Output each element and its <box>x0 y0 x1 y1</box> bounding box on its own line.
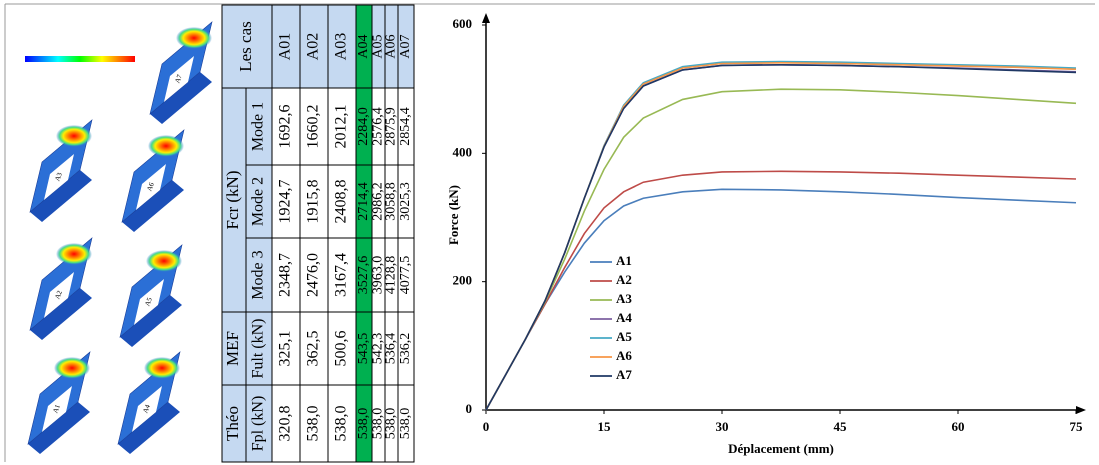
table-text: 3527,6 <box>356 256 371 295</box>
x-tick-label: 45 <box>834 419 848 434</box>
y-tick-label: 600 <box>453 16 473 31</box>
figure: A7 A3 A6 A2 A5 A1 A4 Les cas Fcr (kN) MEF Théo Mod… <box>0 0 1099 465</box>
legend-label: A1 <box>616 253 632 268</box>
table-text: Fult (kN) <box>250 319 267 379</box>
x-axis-arrow <box>1076 406 1086 414</box>
table-text: 1692,6 <box>277 105 294 149</box>
legend-label: A3 <box>616 291 632 306</box>
series-line <box>486 171 1076 410</box>
page: A7 A3 A6 A2 A5 A1 A4 Les cas Fcr (kN) MEF Théo Mod… <box>0 0 1099 465</box>
table-text: 543,5 <box>356 333 371 365</box>
table-text: 325,1 <box>277 331 294 367</box>
table-text: 538,0 <box>356 408 371 440</box>
table-text: A02 <box>305 33 322 61</box>
table-text: Mode 2 <box>250 177 267 226</box>
fe-model: A5 <box>120 245 182 347</box>
table-text: 2476,0 <box>305 253 322 297</box>
legend-label: A7 <box>616 367 632 382</box>
table-text: Mode 3 <box>250 250 267 299</box>
table-text: 4077,5 <box>398 256 413 295</box>
table-text: 1924,7 <box>277 180 294 224</box>
table-text: 2854,4 <box>398 107 413 146</box>
table-text: 362,5 <box>305 331 322 367</box>
table: Les cas Fcr (kN) MEF Théo Mode 1 Mode 2 Mode 3… <box>222 5 414 462</box>
x-tick-label: 15 <box>598 419 612 434</box>
y-axis-label: Force (kN) <box>446 185 461 245</box>
table-text: 4128,8 <box>384 256 399 295</box>
stress-hotspot <box>148 135 184 157</box>
stress-hotspot <box>56 243 92 265</box>
table-text: 3058,8 <box>384 182 399 221</box>
table-text: A06 <box>384 34 399 58</box>
legend-label: A4 <box>616 310 632 325</box>
table-text: 538,0 <box>384 408 399 440</box>
table-text: 536,4 <box>384 333 399 365</box>
legend-label: A5 <box>616 329 632 344</box>
stress-hotspot <box>176 27 212 49</box>
table-text: 500,6 <box>333 331 350 367</box>
chart: 0 200 400 600 0 15 30 45 60 75 Déplacement (mm) For… <box>446 13 1086 456</box>
y-tick-label: 200 <box>453 273 473 288</box>
x-tick-label: 75 <box>1070 419 1084 434</box>
color-bar <box>25 56 135 62</box>
fe-model: A3 <box>30 120 92 222</box>
fe-model: A4 <box>118 352 180 454</box>
x-tick-label: 30 <box>716 419 729 434</box>
table-text: 538,0 <box>305 406 322 442</box>
y-axis-arrow <box>482 13 490 23</box>
table-text: Mode 1 <box>250 102 267 151</box>
series-line <box>486 65 1076 410</box>
x-tick-label: 60 <box>952 419 965 434</box>
fe-model: A6 <box>122 130 184 232</box>
x-axis-label: Déplacement (mm) <box>728 441 834 456</box>
table-text: 2348,7 <box>277 253 294 297</box>
x-tick-label: 0 <box>483 419 490 434</box>
fe-model: A2 <box>30 238 92 340</box>
table-text: Théo <box>223 406 242 441</box>
table-text: 1915,8 <box>305 180 322 224</box>
stress-hotspot <box>146 250 182 272</box>
legend-label: A6 <box>616 348 632 363</box>
table-text: MEF <box>223 331 242 366</box>
table-text: 538,0 <box>333 406 350 442</box>
table-text: 2875,9 <box>384 107 399 146</box>
table-text: 3167,4 <box>333 253 350 297</box>
table-text: 2012,1 <box>333 105 350 149</box>
table-text: 536,2 <box>398 333 413 365</box>
models-panel: A7 A3 A6 A2 A5 A1 A4 <box>28 22 212 454</box>
table-text: 1660,2 <box>305 105 322 149</box>
stress-hotspot <box>56 125 92 147</box>
fe-model: A1 <box>28 352 90 454</box>
table-text: 3025,3 <box>398 182 413 221</box>
table-text: Fcr (kN) <box>223 170 242 229</box>
table-text: Les cas <box>236 21 255 72</box>
series-line <box>486 65 1076 410</box>
table-text: 538,0 <box>398 408 413 440</box>
y-tick-label: 400 <box>453 144 473 159</box>
legend-label: A2 <box>616 272 632 287</box>
table-text: A03 <box>333 33 350 61</box>
table-text: 2284,0 <box>356 107 371 146</box>
table-text: A07 <box>398 34 413 58</box>
table-text: 320,8 <box>277 406 294 442</box>
stress-hotspot <box>54 357 90 379</box>
series-line <box>486 189 1076 410</box>
y-tick-label: 0 <box>466 401 473 416</box>
table-text: A01 <box>277 33 294 61</box>
table-text: 2408,8 <box>333 180 350 224</box>
stress-hotspot <box>144 357 180 379</box>
table-text: 2714,4 <box>356 182 371 221</box>
table-text: Fpl (kN) <box>250 396 267 452</box>
fe-model: A7 <box>150 22 212 124</box>
table-text: A04 <box>356 34 371 58</box>
